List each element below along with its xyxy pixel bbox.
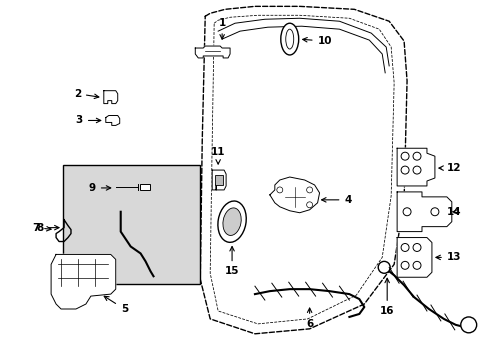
Text: 15: 15 xyxy=(224,247,239,276)
Text: 8: 8 xyxy=(36,222,59,233)
Polygon shape xyxy=(105,116,120,125)
Text: 7: 7 xyxy=(32,222,51,233)
Circle shape xyxy=(412,152,420,160)
Circle shape xyxy=(430,208,438,216)
Polygon shape xyxy=(51,255,116,309)
Circle shape xyxy=(377,261,389,273)
Ellipse shape xyxy=(223,208,241,235)
Ellipse shape xyxy=(285,29,293,49)
Circle shape xyxy=(276,187,282,193)
Polygon shape xyxy=(212,170,225,190)
Ellipse shape xyxy=(280,23,298,55)
Text: 13: 13 xyxy=(435,252,460,262)
Circle shape xyxy=(400,243,408,251)
Polygon shape xyxy=(195,46,230,58)
Circle shape xyxy=(412,166,420,174)
Text: 10: 10 xyxy=(302,36,331,46)
Circle shape xyxy=(412,261,420,269)
Text: 9: 9 xyxy=(88,183,110,193)
Circle shape xyxy=(306,202,312,208)
Polygon shape xyxy=(103,91,118,104)
Circle shape xyxy=(412,243,420,251)
Polygon shape xyxy=(396,192,451,231)
Bar xyxy=(63,165,200,284)
Text: 6: 6 xyxy=(305,308,313,329)
Circle shape xyxy=(400,152,408,160)
Text: 11: 11 xyxy=(210,147,225,164)
Text: 2: 2 xyxy=(74,89,99,99)
Polygon shape xyxy=(269,177,319,213)
Text: 16: 16 xyxy=(379,278,394,316)
Text: 1: 1 xyxy=(218,18,225,39)
Polygon shape xyxy=(396,238,431,277)
Text: 5: 5 xyxy=(104,296,128,314)
Ellipse shape xyxy=(218,201,246,242)
Circle shape xyxy=(400,166,408,174)
Bar xyxy=(139,184,149,190)
Circle shape xyxy=(306,187,312,193)
Text: 14: 14 xyxy=(446,207,461,217)
Circle shape xyxy=(402,208,410,216)
Polygon shape xyxy=(396,148,434,186)
Text: 3: 3 xyxy=(76,116,101,126)
Bar xyxy=(215,175,223,185)
Circle shape xyxy=(460,317,476,333)
Text: 12: 12 xyxy=(438,163,460,173)
Text: 4: 4 xyxy=(321,195,351,205)
Circle shape xyxy=(400,261,408,269)
